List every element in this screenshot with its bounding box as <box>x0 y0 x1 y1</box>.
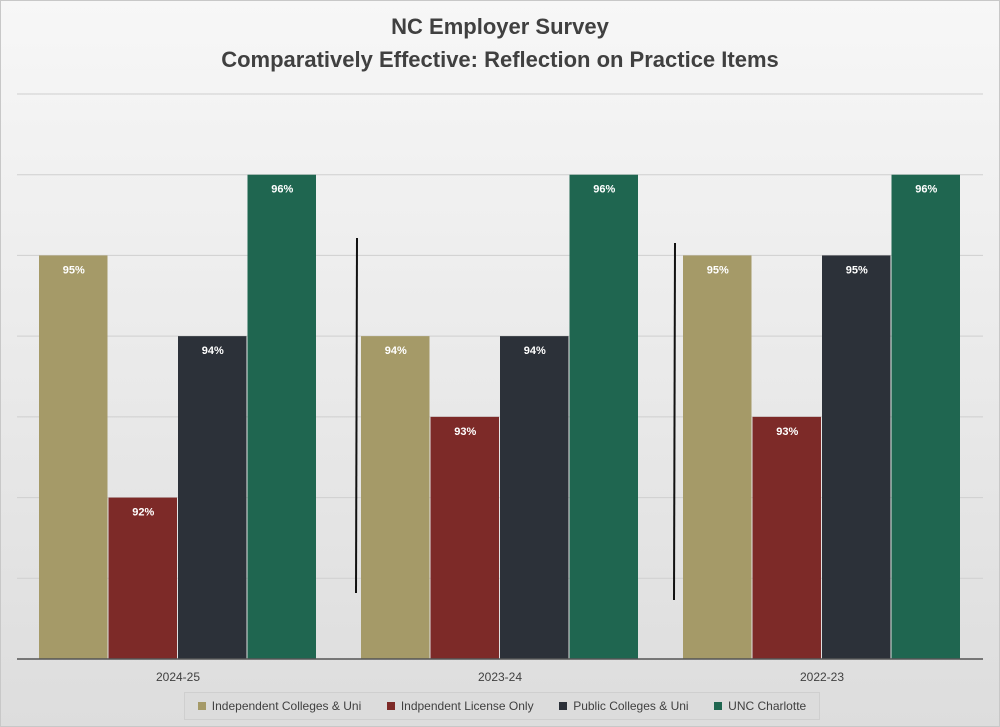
legend-label: Public Colleges & Uni <box>573 699 689 713</box>
legend-item: Indpendent License Only <box>386 699 534 713</box>
bar <box>361 336 430 659</box>
bar <box>752 416 821 659</box>
data-label: 96% <box>271 184 293 196</box>
x-tick-label: 2023-24 <box>478 670 522 684</box>
legend-item: Independent Colleges & Uni <box>197 699 362 713</box>
legend-swatch <box>386 702 395 710</box>
group-separator <box>673 242 676 601</box>
group-separator <box>355 237 358 594</box>
data-label: 93% <box>776 426 798 438</box>
legend-item: UNC Charlotte <box>714 699 806 713</box>
data-label: 95% <box>707 264 729 276</box>
legend-label: Indpendent License Only <box>400 699 534 713</box>
bar <box>683 255 752 659</box>
data-label: 96% <box>593 184 615 196</box>
data-label: 94% <box>385 345 407 357</box>
data-label: 96% <box>915 184 937 196</box>
data-label: 95% <box>63 264 85 276</box>
legend-swatch <box>714 702 723 710</box>
bar <box>39 255 108 659</box>
legend-item: Public Colleges & Uni <box>559 699 689 713</box>
data-label: 92% <box>132 507 154 519</box>
bar <box>430 416 499 659</box>
bar <box>569 174 638 659</box>
bar <box>178 336 247 659</box>
chart-title-line-2: Comparatively Effective: Reflection on P… <box>221 47 779 72</box>
x-tick-label: 2022-23 <box>800 670 844 684</box>
legend-swatch <box>197 702 206 710</box>
legend-label: Independent Colleges & Uni <box>211 699 362 713</box>
data-label: 94% <box>202 345 224 357</box>
data-label: 93% <box>454 426 476 438</box>
data-label: 94% <box>524 345 546 357</box>
legend-label: UNC Charlotte <box>728 699 807 713</box>
bar <box>822 255 891 659</box>
chart-legend: Independent Colleges & Uni Indpendent Lic… <box>184 692 820 720</box>
bar <box>108 497 177 659</box>
bar <box>247 174 316 659</box>
chart-title-line-1: NC Employer Survey <box>391 14 609 39</box>
x-tick-label: 2024-25 <box>156 670 200 684</box>
bar <box>891 174 960 659</box>
bar <box>500 336 569 659</box>
legend-swatch <box>559 702 568 710</box>
data-label: 95% <box>846 264 868 276</box>
